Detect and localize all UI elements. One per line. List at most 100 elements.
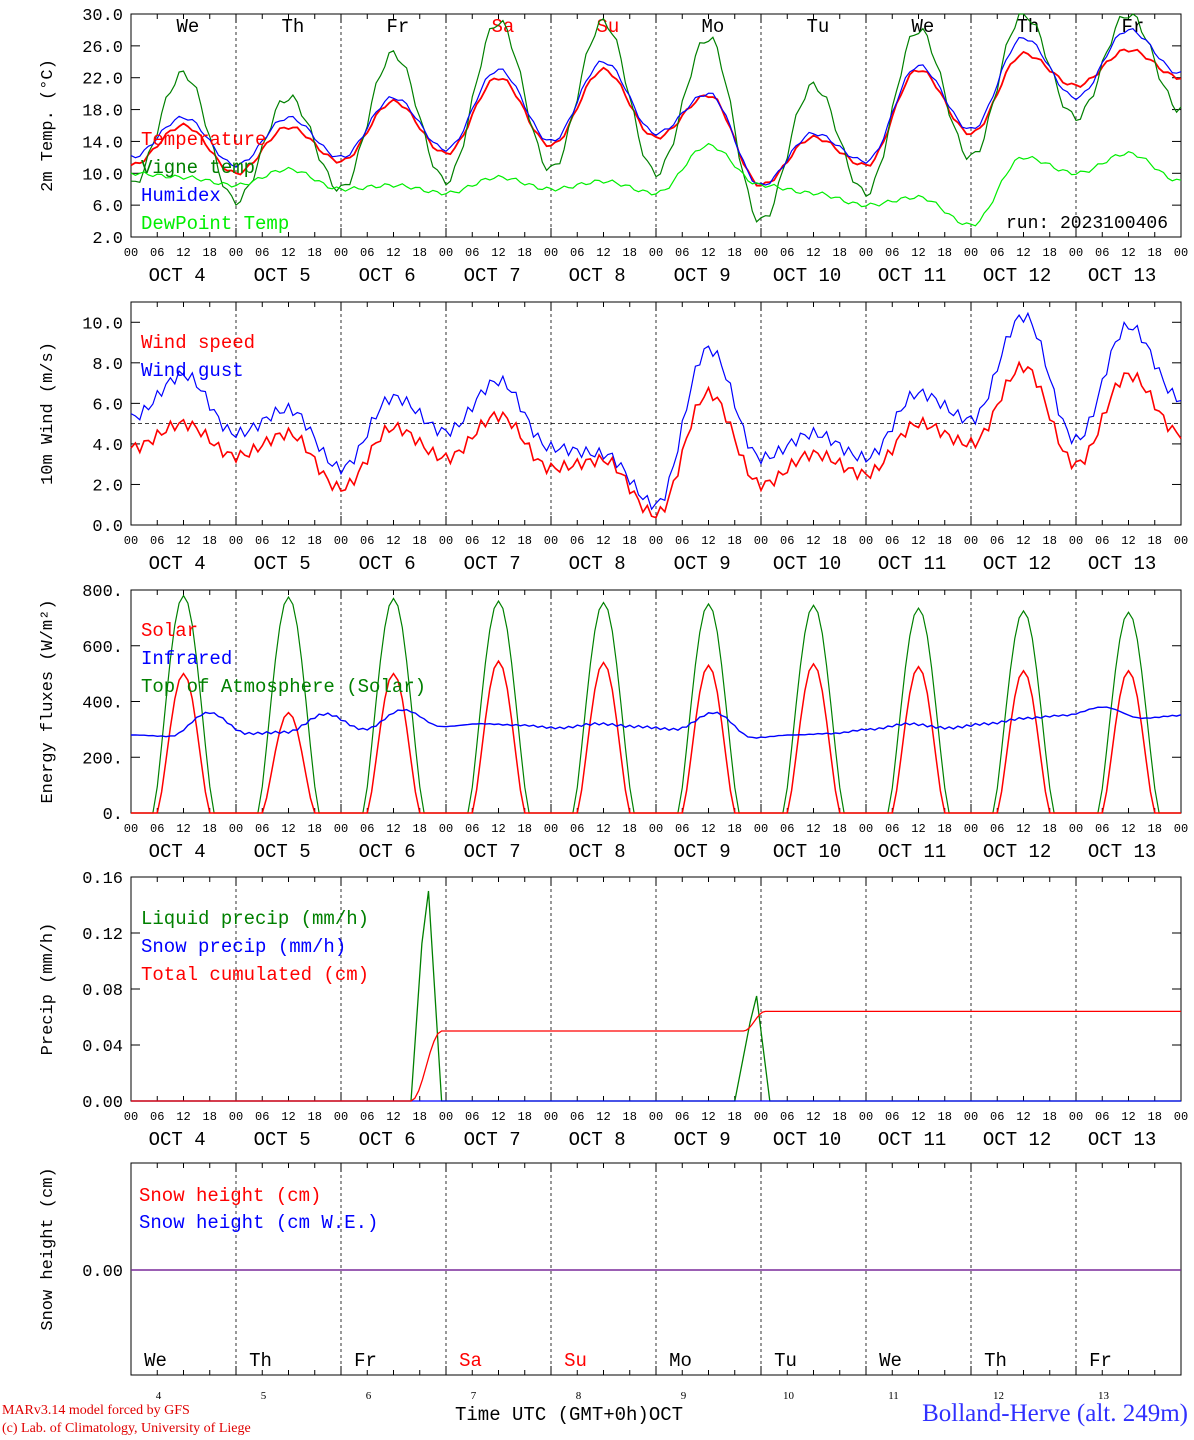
hour-tick-label: 00 [439, 534, 453, 548]
hour-tick-label: 00 [124, 822, 138, 836]
y-tick-label: 0.08 [82, 982, 123, 1001]
legend-entry: Temperature [141, 129, 266, 151]
date-label: OCT 6 [359, 265, 416, 287]
y-tick-label: 30.0 [82, 7, 123, 26]
hour-tick-label: 00 [1069, 534, 1083, 548]
legend-entry: Wind gust [141, 360, 244, 382]
y-tick-label: 10.0 [82, 166, 123, 185]
hour-tick-label: 06 [360, 246, 374, 260]
hour-tick-label: 18 [1148, 1110, 1162, 1124]
temp-series-line [130, 142, 1182, 227]
weekday-label-bottom: Sa [459, 1350, 482, 1372]
hour-tick-label: 06 [465, 1110, 479, 1124]
hour-tick-label: 18 [203, 822, 217, 836]
temp-series-line [130, 48, 1182, 187]
date-label: OCT 9 [674, 1129, 731, 1151]
hour-tick-label: 00 [124, 1110, 138, 1124]
hour-tick-label: 12 [176, 822, 190, 836]
hour-tick-label: 00 [964, 534, 978, 548]
date-label: OCT 4 [149, 265, 206, 287]
day-number-label: 11 [888, 1390, 899, 1402]
date-label: OCT 9 [674, 265, 731, 287]
weekday-label-bottom: Tu [774, 1350, 797, 1372]
hour-tick-label: 12 [911, 1110, 925, 1124]
day-number-label: 7 [471, 1390, 477, 1402]
hour-tick-label: 00 [439, 1110, 453, 1124]
hour-tick-label: 18 [308, 1110, 322, 1124]
y-tick-label: 0.00 [82, 1263, 123, 1282]
hour-tick-label: 18 [833, 246, 847, 260]
hour-tick-label: 12 [1016, 534, 1030, 548]
y-tick-label: 200. [82, 750, 123, 769]
hour-tick-label: 12 [281, 246, 295, 260]
y-tick-label: 800. [82, 583, 123, 602]
hour-tick-label: 12 [491, 822, 505, 836]
hour-tick-label: 00 [334, 1110, 348, 1124]
date-label: OCT 11 [878, 265, 946, 287]
legend-entry: Snow height (cm W.E.) [139, 1212, 378, 1234]
hour-tick-label: 12 [281, 1110, 295, 1124]
legend-entry: Liquid precip (mm/h) [141, 908, 369, 930]
hour-tick-label: 06 [780, 1110, 794, 1124]
wind-series-line [130, 311, 1182, 511]
hour-tick-label: 00 [1069, 822, 1083, 836]
hour-tick-label: 18 [1148, 246, 1162, 260]
hour-tick-label: 18 [623, 1110, 637, 1124]
temp-series-line [130, 13, 1182, 223]
month-label: OCT [648, 1404, 684, 1426]
date-label: OCT 12 [983, 841, 1051, 863]
hour-tick-label: 06 [780, 246, 794, 260]
day-number-label: 12 [993, 1390, 1004, 1402]
hour-tick-label: 06 [1095, 246, 1109, 260]
hour-tick-label: 18 [518, 246, 532, 260]
weekday-label: We [911, 16, 934, 38]
y-tick-label: 600. [82, 639, 123, 658]
legend-entry: Snow precip (mm/h) [141, 936, 346, 958]
hour-tick-label: 12 [386, 1110, 400, 1124]
hour-tick-label: 12 [1016, 246, 1030, 260]
hour-tick-label: 00 [544, 534, 558, 548]
legend-entry: Infrared [141, 648, 232, 670]
hour-tick-label: 18 [1043, 1110, 1057, 1124]
hour-tick-label: 12 [596, 246, 610, 260]
hour-tick-label: 06 [1095, 534, 1109, 548]
y-tick-label: 22.0 [82, 71, 123, 90]
hour-tick-label: 12 [1016, 822, 1030, 836]
y-tick-label: 0.16 [82, 870, 123, 889]
hour-tick-label: 00 [1069, 1110, 1083, 1124]
hour-tick-label: 00 [229, 246, 243, 260]
hour-tick-label: 12 [1016, 1110, 1030, 1124]
date-label: OCT 5 [254, 1129, 311, 1151]
day-number-label: 8 [576, 1390, 582, 1402]
hour-tick-label: 18 [1043, 822, 1057, 836]
date-label: OCT 8 [569, 553, 626, 575]
time-axis-title: Time UTC (GMT+0h)OCT [455, 1404, 683, 1426]
hour-tick-label: 00 [334, 246, 348, 260]
station-name: Bolland-Herve (alt. 249m) [922, 1400, 1188, 1427]
legend-entry: Wind speed [141, 332, 255, 354]
hour-tick-label: 18 [938, 246, 952, 260]
y-tick-label: 400. [82, 695, 123, 714]
hour-tick-label: 18 [728, 534, 742, 548]
total-cumulated-line [131, 1010, 1181, 1102]
hour-tick-label: 18 [308, 534, 322, 548]
date-label: OCT 9 [674, 553, 731, 575]
hour-tick-label: 18 [308, 822, 322, 836]
hour-tick-label: 12 [386, 822, 400, 836]
date-label: OCT 4 [149, 1129, 206, 1151]
weekday-label: Fr [386, 16, 409, 38]
hour-tick-label: 06 [255, 822, 269, 836]
y-tick-label: 6.0 [92, 396, 123, 415]
legend-entry: Humidex [141, 185, 221, 207]
hour-tick-label: 00 [439, 246, 453, 260]
weekday-label-bottom: Su [564, 1350, 587, 1372]
hour-tick-label: 12 [701, 1110, 715, 1124]
y-axis-label: Energy fluxes (W/m²) [39, 599, 58, 803]
y-tick-label: 0.12 [82, 926, 123, 945]
hour-tick-label: 12 [911, 534, 925, 548]
legend-entry: Solar [141, 620, 198, 642]
hour-tick-label: 18 [308, 246, 322, 260]
hour-tick-label: 18 [413, 534, 427, 548]
y-tick-label: 2.0 [92, 477, 123, 496]
hour-tick-label: 00 [859, 534, 873, 548]
